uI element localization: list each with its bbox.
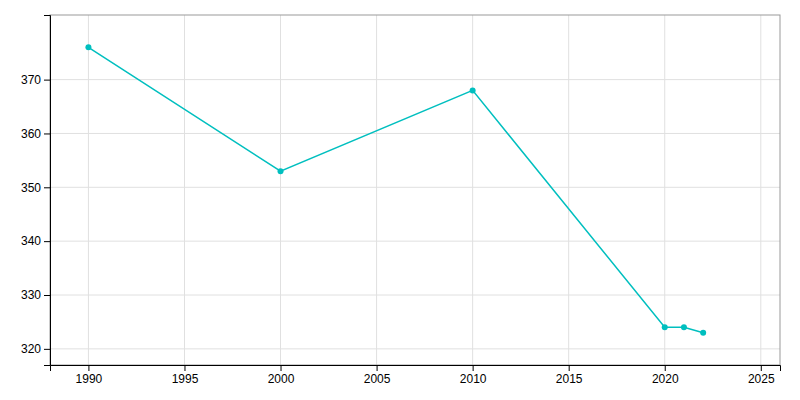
y-tick-label: 360 [21,127,41,141]
chart: 1990 1995 2000 2005 2010 2015 2020 2025 320 330 34… [0,0,800,400]
x-tick: 1990 [76,365,103,386]
y-tick: 320 [21,342,50,356]
x-tick-mark [665,365,666,371]
grid-line-y [50,348,780,349]
x-axis: 1990 1995 2000 2005 2010 2015 2020 2025 [51,365,781,386]
point [85,44,91,50]
x-tick-mark [569,365,570,371]
x-tick-label: 1990 [76,372,103,386]
grid-line-y [50,133,780,134]
x-tick-label: 2020 [652,372,679,386]
point [470,87,476,93]
grid-line-x [376,15,377,365]
x-axis-line [51,366,781,372]
y-tick-label: 350 [21,181,41,195]
y-tick: 360 [21,127,50,141]
y-tick-mark [44,80,50,81]
x-tick-label: 2025 [748,372,775,386]
x-tick: 2005 [364,365,391,386]
grid-line-x [664,15,665,365]
grid-line-x [568,15,569,365]
plot: 1990 1995 2000 2005 2010 2015 2020 2025 320 330 34… [21,15,781,386]
x-tick-mark [184,365,185,371]
grid-line-x [760,15,761,365]
y-tick-mark [44,187,50,188]
grid-line-y [50,187,780,188]
y-tick: 350 [21,181,50,195]
y-tick: 330 [21,288,50,302]
line [88,47,703,332]
x-tick: 1995 [172,365,199,386]
x-tick: 2025 [748,365,775,386]
grid [50,15,780,365]
x-tick: 2020 [652,365,679,386]
point [700,330,706,336]
x-tick-label: 2010 [460,372,487,386]
x-tick-mark [281,365,282,371]
x-tick-label: 2005 [364,372,391,386]
y-tick: 340 [21,234,50,248]
marks [85,44,706,335]
y-tick-label: 370 [21,73,41,87]
grid-line-y [50,79,780,80]
y-tick-label: 320 [21,342,41,356]
point [662,324,668,330]
point [278,168,284,174]
x-tick-mark [761,365,762,371]
plot-frame [50,15,780,365]
y-axis: 320 330 340 350 360 370 [21,16,51,366]
x-tick-label: 2000 [268,372,295,386]
x-tick-mark [88,365,89,371]
x-tick-mark [377,365,378,371]
grid-line-y [50,295,780,296]
grid-line-x [184,15,185,365]
grid-line-x [88,15,89,365]
y-tick: 370 [21,73,50,87]
y-axis-line [44,16,51,366]
y-tick-label: 340 [21,234,41,248]
y-tick-mark [44,241,50,242]
x-tick: 2000 [268,365,295,386]
x-tick: 2010 [460,365,487,386]
y-tick-mark [44,133,50,134]
grid-line-x [280,15,281,365]
y-tick-mark [44,349,50,350]
x-tick: 2015 [556,365,583,386]
point [681,324,687,330]
x-tick-label: 1995 [172,372,199,386]
x-tick-mark [473,365,474,371]
y-tick-label: 330 [21,288,41,302]
grid-line-y [50,241,780,242]
y-tick-mark [44,295,50,296]
grid-line-x [472,15,473,365]
x-tick-label: 2015 [556,372,583,386]
